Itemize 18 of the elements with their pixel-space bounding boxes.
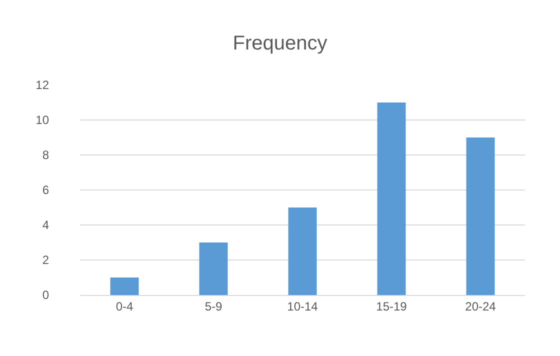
y-tick-label: 6 <box>42 183 50 198</box>
bar <box>288 208 317 295</box>
y-tick-label: 0 <box>42 288 50 302</box>
y-tick-label: 2 <box>42 253 50 268</box>
bar <box>377 102 406 295</box>
y-tick-label: 10 <box>36 113 50 128</box>
y-tick-label: 8 <box>42 148 50 162</box>
x-tick-label: 0-4 <box>116 299 134 314</box>
x-tick-label: 15-19 <box>376 299 408 314</box>
bar <box>466 138 495 295</box>
x-tick-label: 10-14 <box>287 299 318 314</box>
x-tick-label: 20-24 <box>465 299 496 314</box>
chart-title: Frequency <box>232 32 328 55</box>
bar <box>110 278 139 295</box>
bar <box>199 242 228 295</box>
y-tick-label: 12 <box>36 78 50 92</box>
x-tick-label: 5-9 <box>204 299 222 314</box>
y-tick-label: 4 <box>42 218 50 232</box>
